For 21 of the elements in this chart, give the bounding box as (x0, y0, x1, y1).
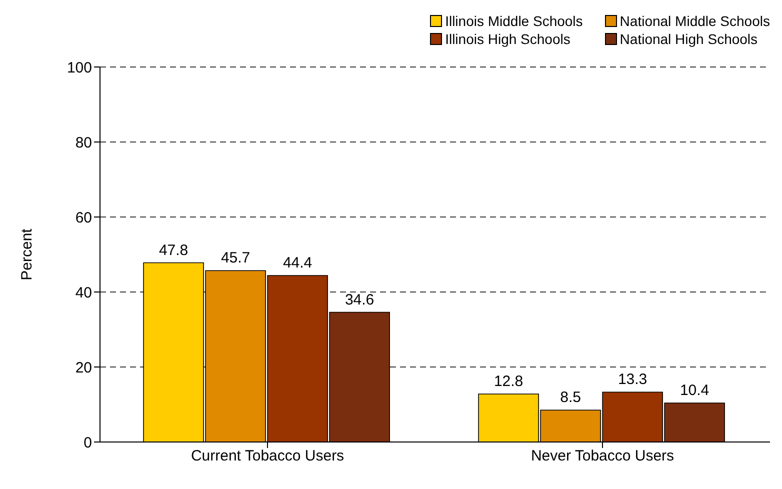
x-tick-label: Never Tobacco Users (530, 448, 674, 465)
y-axis-title: Percent (18, 228, 36, 280)
y-tick-label: 80 (75, 134, 92, 152)
legend-label: Illinois Middle Schools (445, 13, 583, 29)
data-label: 45.7 (220, 250, 250, 267)
y-tick-label: 40 (75, 284, 92, 302)
y-tick-label: 100 (66, 59, 92, 76)
data-label: 10.4 (680, 382, 710, 399)
x-tick-label: Current Tobacco Users (190, 448, 344, 465)
data-label: 47.8 (158, 242, 188, 259)
data-label: 8.5 (560, 389, 581, 406)
y-tick-label: 0 (84, 434, 92, 452)
legend-label: Illinois High Schools (445, 31, 570, 47)
legend-label: National High Schools (620, 31, 758, 47)
y-tick-label: 60 (75, 209, 92, 226)
data-label: 12.8 (494, 373, 524, 390)
y-tick-label: 20 (75, 359, 92, 376)
legend-label: National Middle Schools (620, 13, 770, 29)
data-label: 13.3 (618, 371, 648, 388)
data-label: 44.4 (282, 254, 312, 272)
data-label: 34.6 (344, 291, 374, 308)
